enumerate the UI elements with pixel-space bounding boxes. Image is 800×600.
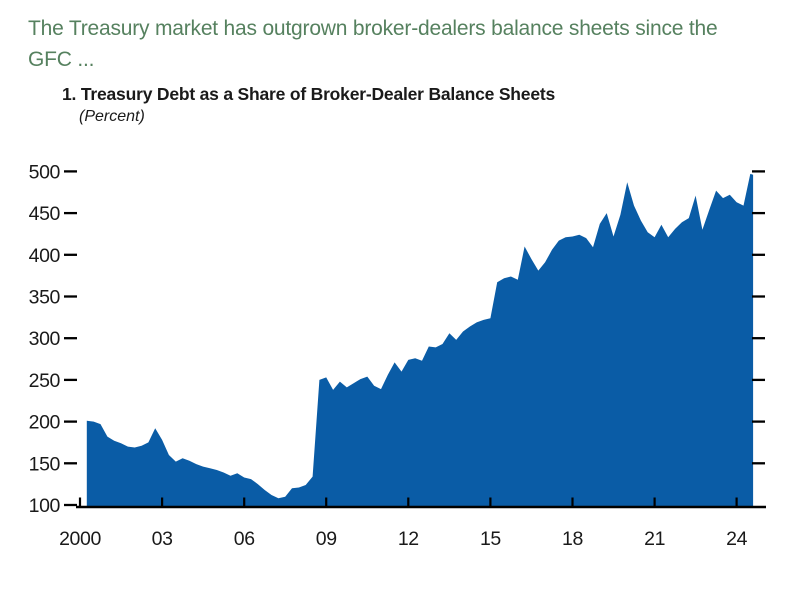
x-tick-label: 12 [398, 528, 419, 550]
x-tick-label: 06 [234, 528, 255, 550]
report-title-line1: The Treasury market has outgrown broker-… [28, 17, 718, 40]
report-title: The Treasury market has outgrown broker-… [28, 13, 786, 75]
x-tick-label: 15 [480, 528, 501, 550]
y-tick-label: 450 [29, 203, 61, 225]
report-title-line2: GFC ... [28, 48, 95, 71]
chart-unit-label: (Percent) [79, 108, 145, 125]
x-tick-label: 09 [316, 528, 337, 550]
y-tick-label: 200 [29, 412, 61, 434]
x-tick-label: 24 [726, 528, 747, 550]
y-tick-label: 350 [29, 287, 61, 309]
x-tick-label: 2000 [59, 528, 101, 550]
treasury-area-series [86, 173, 754, 507]
x-tick-label: 03 [152, 528, 173, 550]
chart-title: 1. Treasury Debt as a Share of Broker-De… [62, 84, 556, 104]
y-tick-label: 500 [29, 161, 61, 183]
x-tick-label: 18 [562, 528, 583, 550]
y-tick-label: 150 [29, 453, 61, 475]
y-tick-label: 250 [29, 370, 61, 392]
x-tick-label: 21 [644, 528, 665, 550]
y-tick-label: 300 [29, 328, 61, 350]
y-tick-label: 100 [29, 495, 61, 517]
y-tick-label: 400 [29, 245, 61, 267]
